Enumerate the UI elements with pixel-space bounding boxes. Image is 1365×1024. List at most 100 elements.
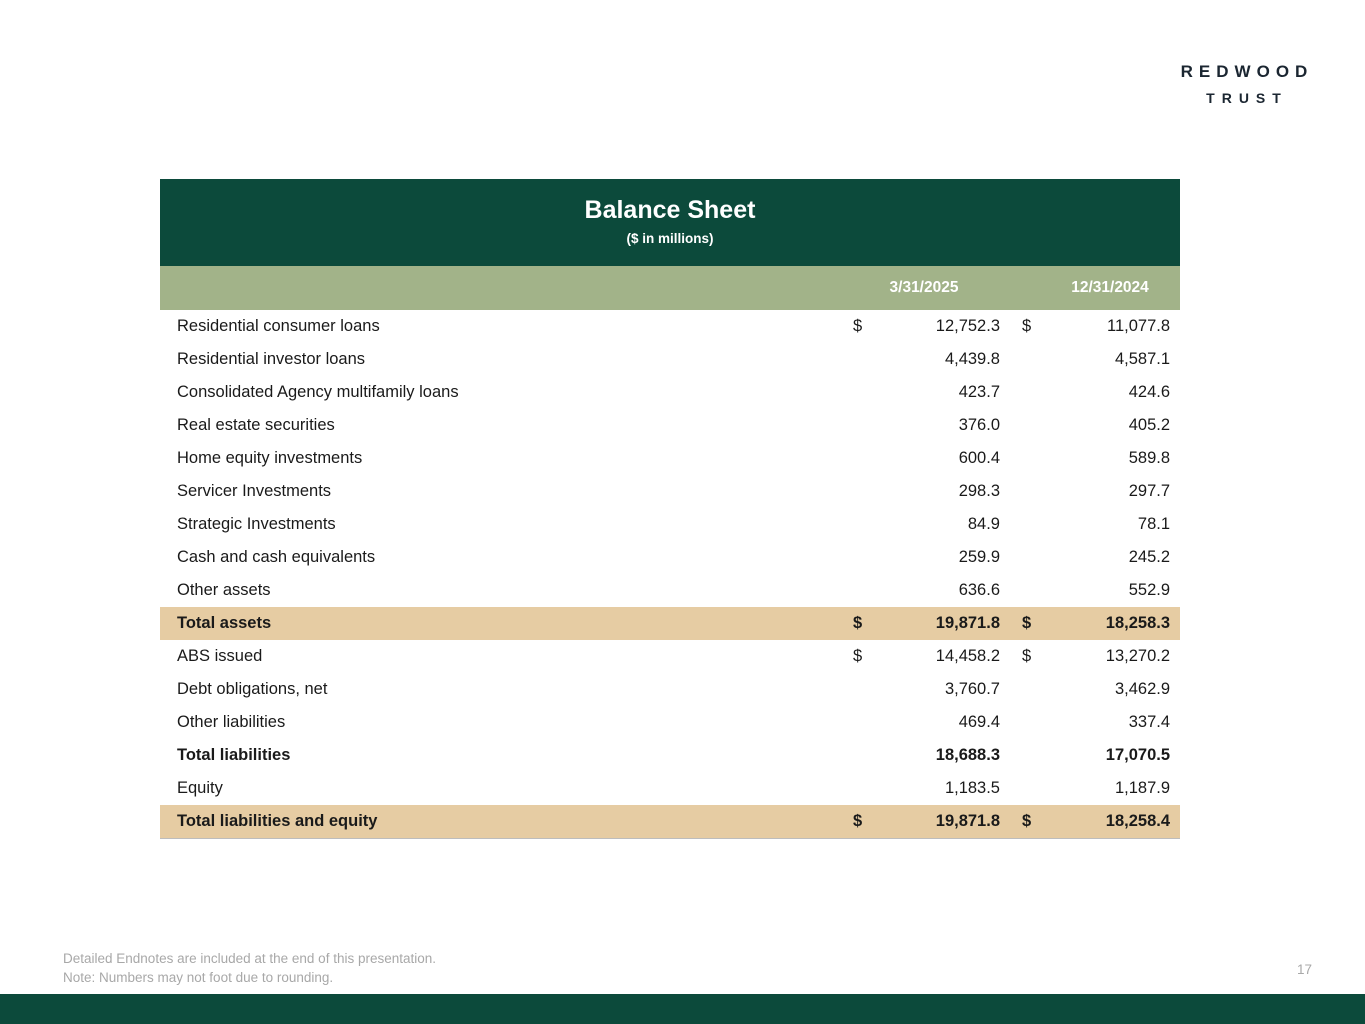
- table-subtitle: ($ in millions): [626, 231, 714, 246]
- row-label: Residential consumer loans: [177, 317, 380, 335]
- table-row: Consolidated Agency multifamily loans 423…: [160, 376, 1180, 409]
- balance-sheet-section: Balance Sheet ($ in millions) 3/31/2025 …: [160, 179, 1181, 839]
- table-row: Total assets $19,871.8 $18,258.3: [160, 607, 1181, 640]
- dollar-sign: [848, 475, 878, 508]
- empty-header-cell: [160, 266, 848, 310]
- dollar-sign: $: [853, 812, 863, 830]
- row-label: Home equity investments: [177, 449, 363, 467]
- row-value: 4,439.8: [944, 350, 1000, 368]
- dollar-sign: [848, 409, 878, 442]
- row-value: 376.0: [958, 416, 1000, 434]
- dollar-sign: [848, 541, 878, 574]
- dollar-sign: [1000, 475, 1034, 508]
- table-row: Servicer Investments 298.3 297.7: [160, 475, 1180, 508]
- row-value: 3,462.9: [1114, 680, 1171, 698]
- row-value: 13,270.2: [1105, 647, 1171, 665]
- row-value: 589.8: [1128, 449, 1171, 467]
- table-row: Strategic Investments 84.9 78.1: [160, 508, 1180, 541]
- table-header: Balance Sheet ($ in millions): [160, 179, 1180, 266]
- dollar-sign: [1000, 409, 1034, 442]
- row-label: Other assets: [177, 581, 271, 599]
- row-value: 4,587.1: [1114, 350, 1171, 368]
- dollar-sign: $: [853, 317, 863, 335]
- row-label: Other liabilities: [177, 713, 286, 731]
- dollar-sign: $: [1022, 614, 1032, 632]
- table-row: Equity 1,183.5 1,187.9: [160, 772, 1180, 805]
- row-value: 18,258.4: [1105, 812, 1171, 830]
- table-row: Home equity investments 600.4 589.8: [160, 442, 1180, 475]
- row-value: 259.9: [958, 548, 1000, 566]
- row-value: 11,077.8: [1107, 317, 1171, 335]
- table-row: Residential consumer loans $12,752.3 $11,0…: [160, 310, 1180, 343]
- row-value: 636.6: [958, 581, 1000, 599]
- row-label: Residential investor loans: [177, 350, 366, 368]
- table-row: Total liabilities and equity $19,871.8 $18…: [160, 805, 1181, 838]
- column-header-row: 3/31/2025 12/31/2024: [160, 266, 1181, 310]
- row-value: 423.7: [958, 383, 1000, 401]
- table-row: Real estate securities 376.0 405.2: [160, 409, 1180, 442]
- dollar-sign: [1000, 442, 1034, 475]
- row-value: 297.7: [1128, 482, 1171, 500]
- row-value: 14,458.2: [935, 647, 1000, 665]
- table-row: Other assets 636.6 552.9: [160, 574, 1180, 607]
- dollar-sign: [1000, 343, 1034, 376]
- row-label: Servicer Investments: [177, 482, 332, 500]
- balance-sheet-table: 3/31/2025 12/31/2024 Residential consume…: [160, 266, 1181, 838]
- row-value: 600.4: [958, 449, 1000, 467]
- row-label: Debt obligations, net: [177, 680, 328, 698]
- row-value: 18,258.3: [1105, 614, 1171, 632]
- row-value: 298.3: [958, 482, 1000, 500]
- row-label: Total liabilities: [177, 746, 291, 764]
- dollar-sign: $: [1022, 812, 1032, 830]
- row-value: 405.2: [1128, 416, 1171, 434]
- footnote-rounding: Note: Numbers may not foot due to roundi…: [63, 970, 334, 985]
- dollar-sign: [848, 574, 878, 607]
- footer-bar: [0, 994, 1365, 1024]
- row-value: 1,187.9: [1114, 779, 1171, 797]
- table-row: Residential investor loans 4,439.8 4,587.1: [160, 343, 1180, 376]
- row-label: ABS issued: [177, 647, 263, 665]
- dollar-sign: [848, 376, 878, 409]
- logo-trust-text: TRUST: [1206, 90, 1288, 106]
- table-row: Debt obligations, net 3,760.7 3,462.9: [160, 673, 1180, 706]
- row-value: 337.4: [1128, 713, 1171, 731]
- page-number: 17: [1296, 962, 1312, 977]
- row-label: Real estate securities: [177, 416, 335, 434]
- dollar-sign: [848, 442, 878, 475]
- row-label: Consolidated Agency multifamily loans: [177, 383, 459, 401]
- column-header-2025: 3/31/2025: [848, 266, 1000, 310]
- dollar-sign: [848, 739, 878, 772]
- row-value: 12,752.3: [935, 317, 1000, 335]
- row-value: 19,871.8: [935, 614, 1000, 632]
- dollar-sign: [1000, 772, 1034, 805]
- dollar-sign: [1000, 376, 1034, 409]
- table-row: Total liabilities 18,688.3 17,070.5: [160, 739, 1180, 772]
- row-value: 84.9: [967, 515, 1000, 533]
- dollar-sign: [1000, 706, 1034, 739]
- row-value: 18,688.3: [935, 746, 1000, 764]
- footnote-endnotes: Detailed Endnotes are included at the en…: [63, 951, 437, 966]
- dollar-sign: [1000, 508, 1034, 541]
- dollar-sign: [1000, 541, 1034, 574]
- dollar-sign: [848, 673, 878, 706]
- dollar-sign: [1000, 574, 1034, 607]
- table-row: Other liabilities 469.4 337.4: [160, 706, 1180, 739]
- dollar-sign: $: [1022, 647, 1032, 665]
- row-value: 552.9: [1128, 581, 1171, 599]
- table-row: ABS issued $14,458.2 $13,270.2: [160, 640, 1180, 673]
- row-label: Equity: [177, 779, 223, 797]
- table-row: Cash and cash equivalents 259.9 245.2: [160, 541, 1180, 574]
- dollar-sign: [848, 343, 878, 376]
- dollar-sign: $: [853, 647, 863, 665]
- row-label: Total liabilities and equity: [177, 812, 378, 830]
- row-label: Total assets: [177, 614, 272, 632]
- row-value: 78.1: [1137, 515, 1171, 533]
- company-logo: REDWOOD TRUST: [1167, 62, 1327, 106]
- row-value: 424.6: [1128, 383, 1171, 401]
- row-value: 3,760.7: [944, 680, 1000, 698]
- column-header-2024: 12/31/2024: [1000, 266, 1181, 310]
- dollar-sign: [848, 508, 878, 541]
- dollar-sign: [848, 772, 878, 805]
- table-title: Balance Sheet: [584, 196, 756, 224]
